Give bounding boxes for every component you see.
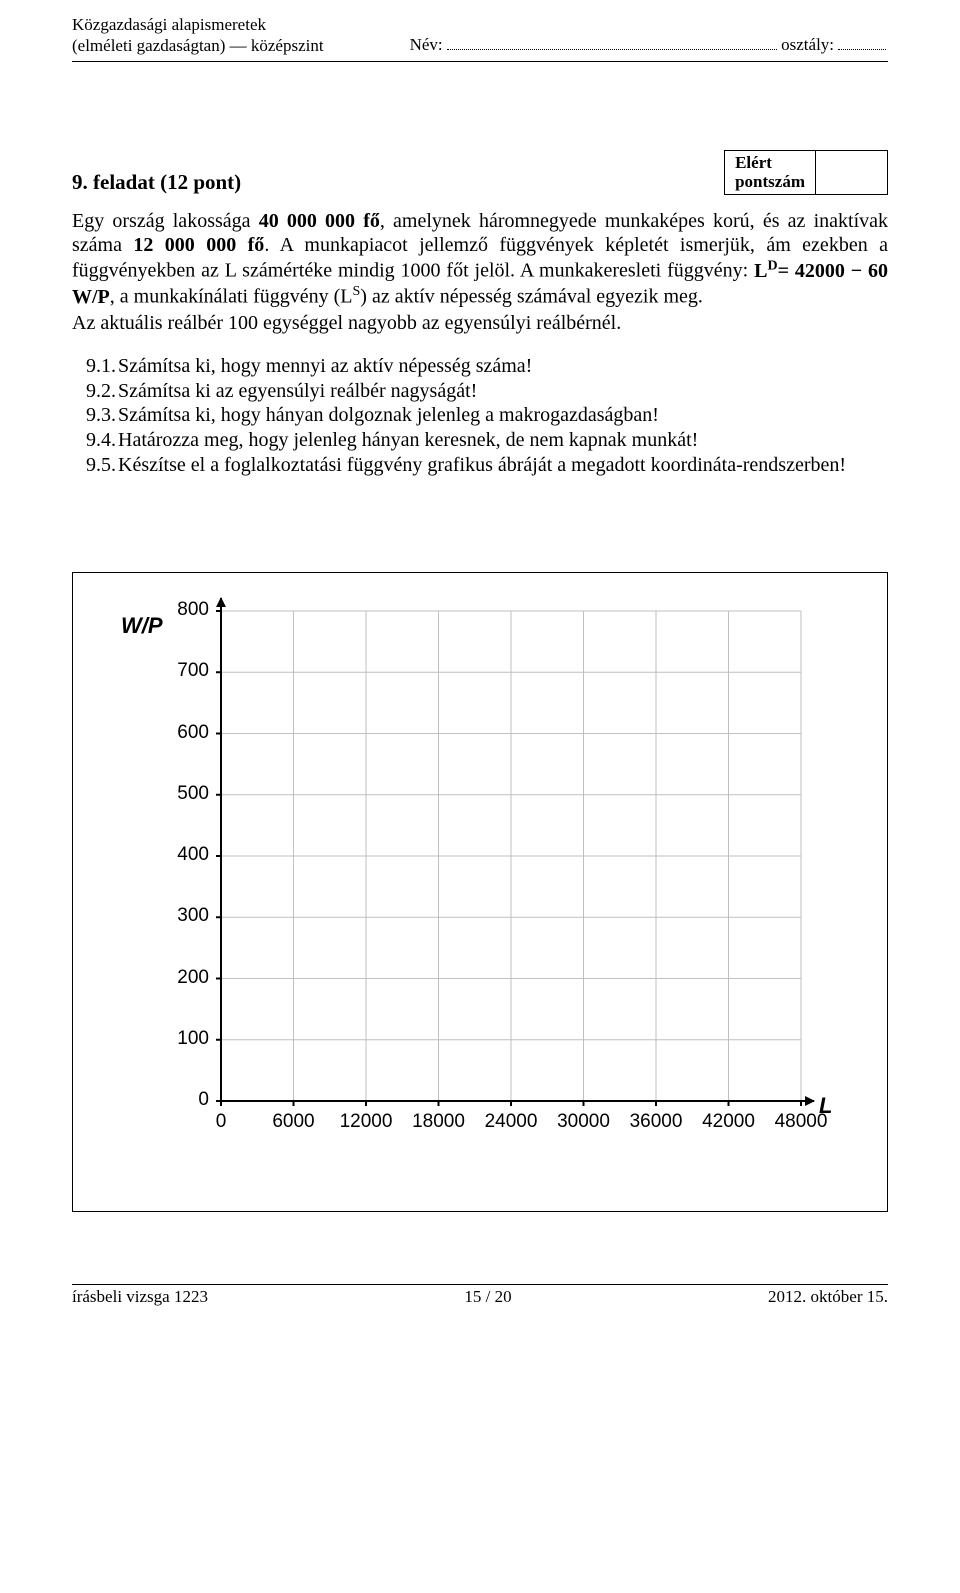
y-tick-label: 700 [101, 660, 209, 682]
task-title: 9. feladat (12 pont) [72, 170, 241, 195]
x-tick-label: 0 [216, 1111, 227, 1133]
x-tick-label: 6000 [272, 1111, 314, 1133]
x-tick-label: 36000 [630, 1111, 683, 1133]
question-number: 9.5. [72, 453, 118, 478]
class-field-line [838, 49, 886, 50]
question-number: 9.3. [72, 403, 118, 428]
question-text: Számítsa ki az egyensúlyi reálbér nagysá… [118, 379, 888, 404]
score-box-value [815, 151, 887, 194]
question-number: 9.4. [72, 428, 118, 453]
question-item: 9.3. Számítsa ki, hogy hányan dolgoznak … [72, 403, 888, 428]
score-label-line2: pontszám [735, 172, 805, 192]
page-header: Közgazdasági alapismeretek (elméleti gaz… [72, 14, 888, 57]
footer-right: 2012. október 15. [768, 1287, 888, 1307]
question-text: Határozza meg, hogy jelenleg hányan kere… [118, 428, 888, 453]
question-item: 9.4. Határozza meg, hogy jelenleg hányan… [72, 428, 888, 453]
question-item: 9.2. Számítsa ki az egyensúlyi reálbér n… [72, 379, 888, 404]
chart-frame: 0100200300400500600700800060001200018000… [72, 572, 888, 1212]
question-item: 9.5. Készítse el a foglalkoztatási függv… [72, 453, 888, 478]
y-tick-label: 500 [101, 783, 209, 805]
x-tick-label: 24000 [485, 1111, 538, 1133]
name-field-line [447, 49, 777, 50]
y-tick-label: 200 [101, 967, 209, 989]
score-box: Elért pontszám [724, 150, 888, 195]
x-tick-label: 18000 [412, 1111, 465, 1133]
score-label-line1: Elért [735, 153, 805, 173]
question-number: 9.1. [72, 354, 118, 379]
x-tick-label: 42000 [702, 1111, 755, 1133]
task-body: Egy ország lakossága 40 000 000 fő, amel… [72, 209, 888, 336]
class-label: osztály: [781, 35, 834, 54]
name-class-block: Név: osztály: [340, 35, 888, 57]
y-tick-label: 600 [101, 722, 209, 744]
chart-area: 0100200300400500600700800060001200018000… [101, 597, 851, 1169]
question-text: Készítse el a foglalkoztatási függvény g… [118, 453, 888, 478]
y-axis-label: W/P [121, 613, 163, 639]
footer-center: 15 / 20 [464, 1287, 511, 1307]
question-number: 9.2. [72, 379, 118, 404]
subject-line-2: (elméleti gazdaságtan) — középszint [72, 35, 324, 56]
question-text: Számítsa ki, hogy hányan dolgoznak jelen… [118, 403, 888, 428]
task-paragraph-1: Egy ország lakossága 40 000 000 fő, amel… [72, 209, 888, 310]
footer-left: írásbeli vizsga 1223 [72, 1287, 208, 1307]
name-label: Név: [410, 35, 443, 54]
y-tick-label: 0 [101, 1089, 209, 1111]
question-item: 9.1. Számítsa ki, hogy mennyi az aktív n… [72, 354, 888, 379]
page-footer: írásbeli vizsga 1223 15 / 20 2012. októb… [72, 1287, 888, 1307]
question-text: Számítsa ki, hogy mennyi az aktív népess… [118, 354, 888, 379]
footer-rule [72, 1284, 888, 1285]
x-axis-label: L [819, 1093, 832, 1119]
y-tick-label: 400 [101, 844, 209, 866]
score-box-label: Elért pontszám [725, 151, 815, 194]
x-tick-label: 12000 [340, 1111, 393, 1133]
subject-block: Közgazdasági alapismeretek (elméleti gaz… [72, 14, 324, 57]
x-tick-label: 30000 [557, 1111, 610, 1133]
y-tick-label: 300 [101, 905, 209, 927]
task-heading-row: 9. feladat (12 pont) Elért pontszám [72, 150, 888, 195]
exam-page: Közgazdasági alapismeretek (elméleti gaz… [0, 0, 960, 1325]
chart-plot [101, 597, 841, 1111]
question-list: 9.1. Számítsa ki, hogy mennyi az aktív n… [72, 354, 888, 478]
y-tick-label: 100 [101, 1028, 209, 1050]
header-rule [72, 61, 888, 62]
subject-line-1: Közgazdasági alapismeretek [72, 14, 324, 35]
task-paragraph-2: Az aktuális reálbér 100 egységgel nagyob… [72, 311, 888, 335]
